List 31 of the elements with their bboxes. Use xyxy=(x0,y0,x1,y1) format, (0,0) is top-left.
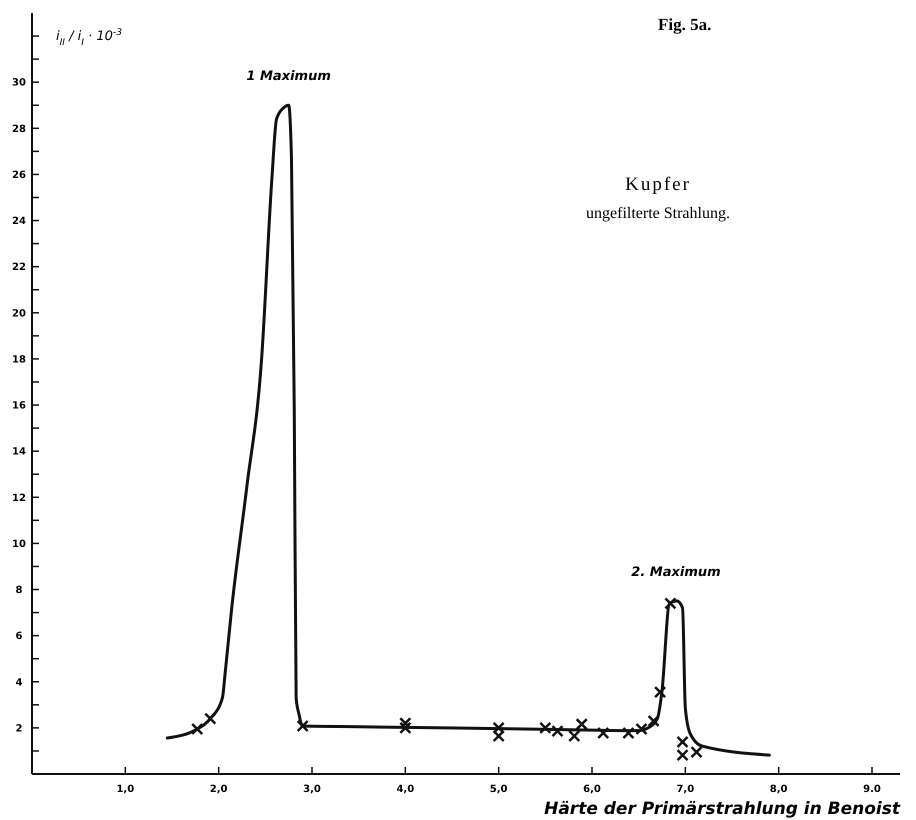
y-tick-label: 14 xyxy=(12,446,26,458)
y-tick-label: 26 xyxy=(12,170,26,181)
annotation: 2. Maximum xyxy=(631,565,721,580)
x-tick-label: 6,0 xyxy=(583,784,601,795)
x-tick-label: 7,0 xyxy=(676,784,694,795)
x-tick-label: 4,0 xyxy=(396,784,414,795)
y-tick-label: 28 xyxy=(12,124,26,135)
y-tick-label: 24 xyxy=(12,216,26,228)
y-tick-label: 22 xyxy=(12,262,26,274)
y-tick-label: 20 xyxy=(12,308,26,320)
y-axis-title: i$_{II}$ / i$_{I}$ · 10$^{-3}$ xyxy=(56,28,122,48)
y-tick-label: 10 xyxy=(12,538,26,550)
x-axis-title: Härte der Primärstrahlung in Benoist xyxy=(544,799,901,819)
y-tick-label: 4 xyxy=(16,677,23,688)
x-tick-label: 1,0 xyxy=(116,784,134,795)
chart-title: Fig. 5a. xyxy=(658,15,712,34)
x-tick-label: 5,0 xyxy=(490,784,508,795)
y-tick-label: 12 xyxy=(12,492,26,504)
annotation: ungefilterte Strahlung. xyxy=(586,205,730,222)
x-tick-label: 8,0 xyxy=(770,784,788,795)
x-tick-label: 3,0 xyxy=(303,784,321,795)
y-tick-label: 16 xyxy=(12,400,26,412)
y-tick-label: 8 xyxy=(16,585,23,596)
y-tick-label: 2 xyxy=(16,723,23,734)
y-tick-label: 6 xyxy=(16,631,23,642)
annotation: 1 Maximum xyxy=(246,69,331,84)
y-tick-label: 18 xyxy=(12,354,26,366)
x-tick-label: 2,0 xyxy=(210,784,228,795)
x-tick-label: 9.0 xyxy=(863,784,881,795)
y-tick-label: 30 xyxy=(12,78,26,89)
text: Kupfer xyxy=(625,174,691,195)
